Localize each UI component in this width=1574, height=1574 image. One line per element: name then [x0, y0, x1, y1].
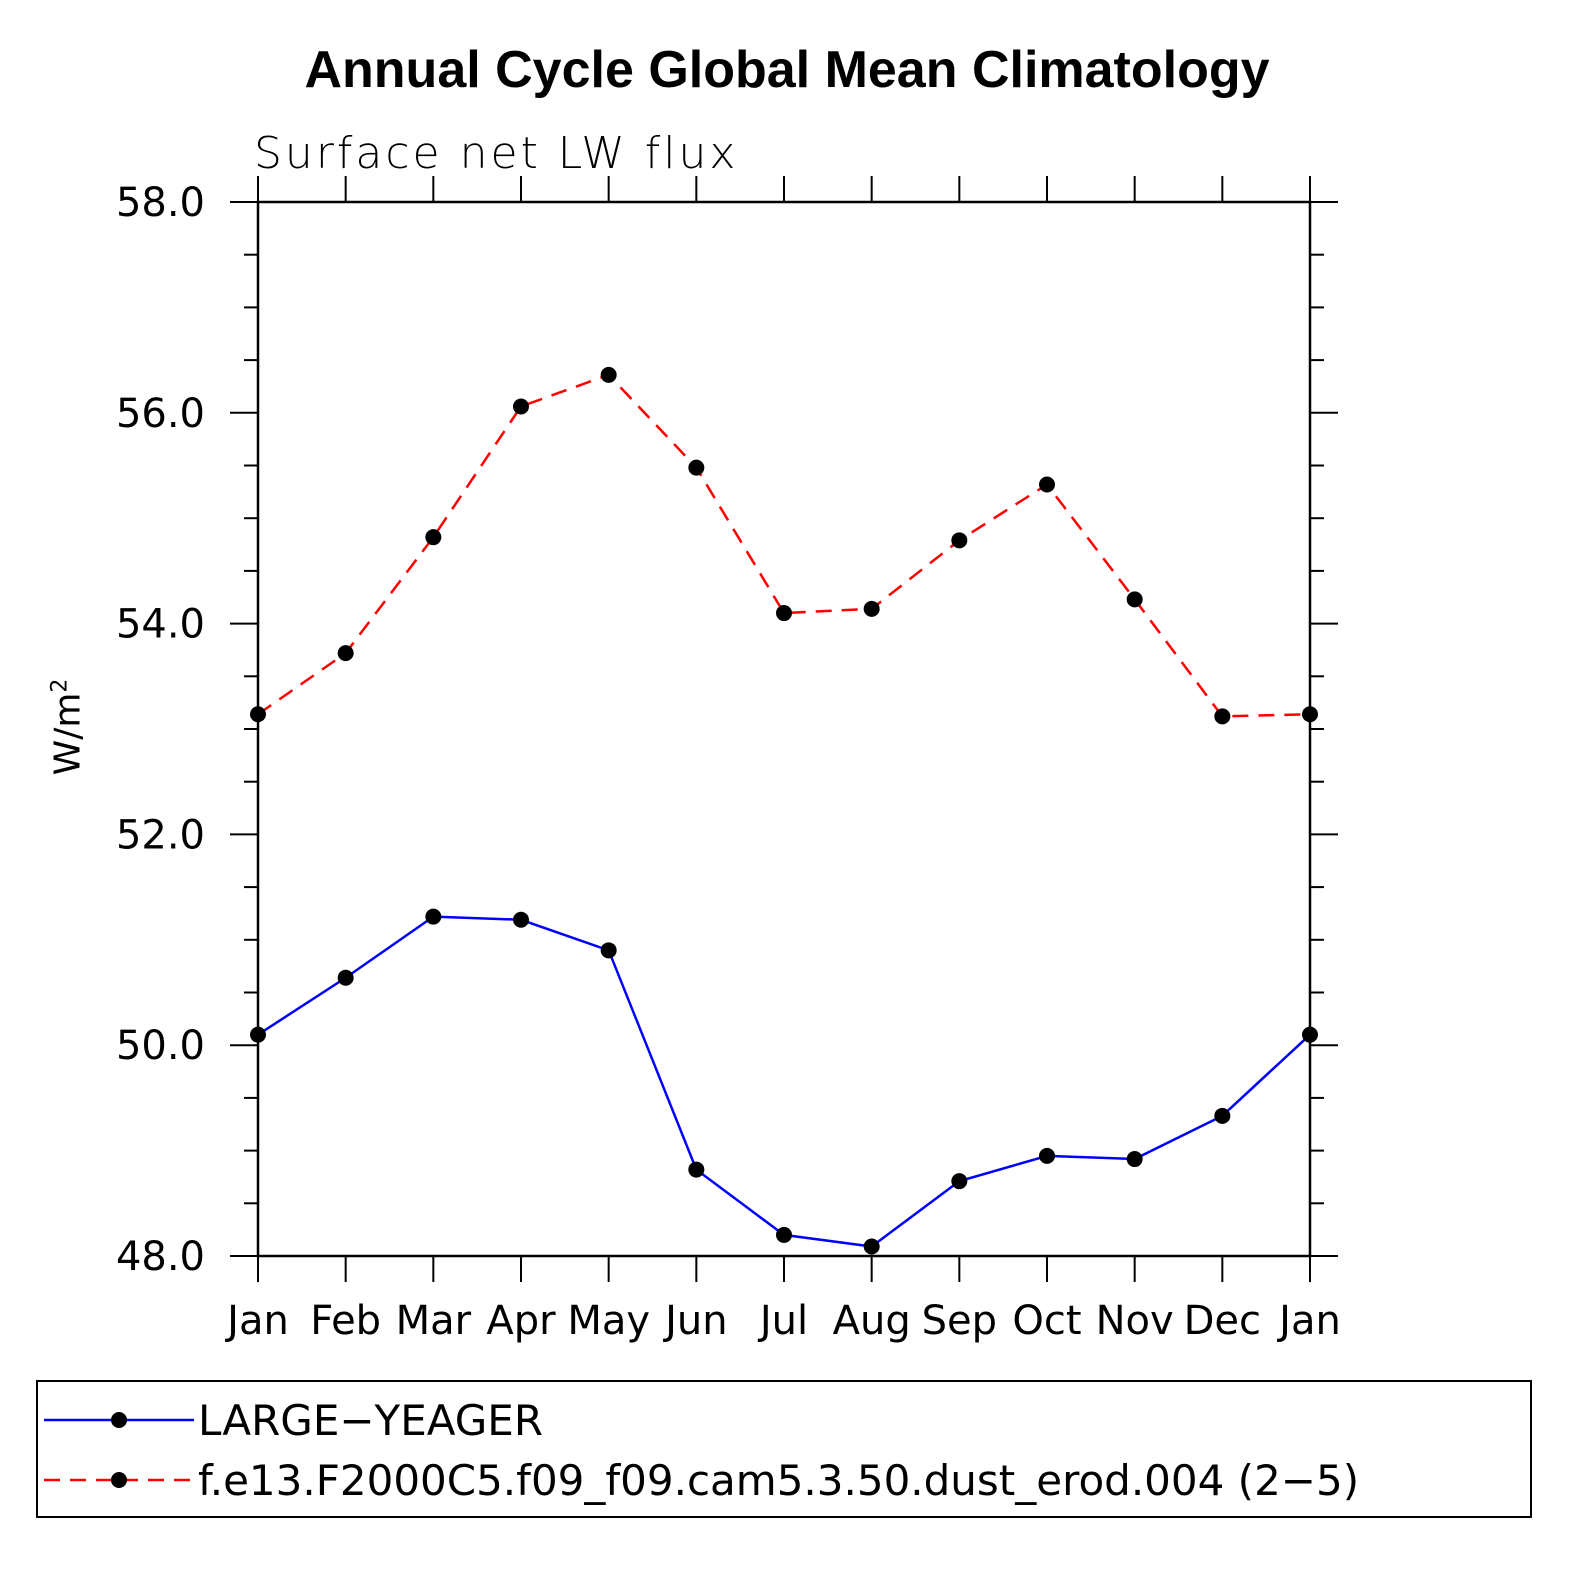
series-2-point: [688, 459, 705, 476]
series-2-point: [600, 366, 617, 383]
series-2-point: [1302, 706, 1318, 723]
chart-subtitle: Surface net LW flux: [254, 128, 739, 179]
series-2-point: [250, 706, 266, 723]
y-tick-label: 58.0: [116, 180, 205, 226]
x-tick-label: Nov: [1096, 1298, 1174, 1344]
series-1-point: [1302, 1026, 1318, 1043]
x-tick-label: Sep: [922, 1298, 997, 1344]
x-tick-label: Mar: [396, 1298, 472, 1344]
series-1-point: [688, 1161, 705, 1178]
series-1-point: [1039, 1147, 1055, 1164]
series-1-point: [776, 1226, 792, 1243]
x-tick-label: Jan: [1276, 1298, 1341, 1344]
series-1-point: [1126, 1151, 1143, 1168]
legend-label-2: f.e13.F2000C5.f09_f09.cam5.3.50.dust_ero…: [198, 1455, 1360, 1505]
series-line-1: [257, 915, 1311, 1248]
series-2-point: [1039, 476, 1055, 493]
series-1-point: [425, 908, 442, 925]
series-2-point: [776, 605, 792, 622]
y-tick-label: 52.0: [116, 812, 205, 858]
legend-entry-2: f.e13.F2000C5.f09_f09.cam5.3.50.dust_ero…: [38, 1450, 1359, 1510]
series-1-point: [951, 1173, 968, 1190]
x-tick-label: Oct: [1012, 1298, 1081, 1344]
y-tick-label: 54.0: [116, 602, 205, 648]
series-1-point: [250, 1026, 266, 1043]
legend: LARGE−YEAGER f.e13.F2000C5.f09_f09.cam5.…: [36, 1380, 1532, 1518]
legend-label-1: LARGE−YEAGER: [198, 1395, 544, 1445]
x-tick-label: Aug: [833, 1298, 911, 1344]
x-tick-label: Apr: [486, 1298, 556, 1344]
plot-frame: [256, 200, 1312, 1258]
legend-entry-1: LARGE−YEAGER: [38, 1390, 543, 1450]
series-2-point: [337, 645, 354, 662]
x-tick-label: Dec: [1184, 1298, 1261, 1344]
series-line-2: [257, 373, 1311, 718]
series-2-point: [425, 529, 442, 546]
series-2-point: [863, 600, 880, 617]
series-1-point: [337, 969, 354, 986]
x-tick-label: Feb: [310, 1298, 381, 1344]
x-tick-label: Jul: [757, 1298, 808, 1344]
series-2-point: [1214, 708, 1231, 725]
y-tick-label: 56.0: [116, 391, 205, 437]
series-2-point: [513, 398, 529, 415]
y-tick-label: 50.0: [116, 1023, 205, 1069]
y-tick-label: 48.0: [116, 1234, 205, 1280]
chart-title: Annual Cycle Global Mean Climatology: [304, 41, 1270, 99]
legend-swatch-2: [44, 1472, 194, 1488]
series-1-point: [863, 1238, 880, 1255]
series-1-point: [600, 942, 617, 959]
series-2-point: [951, 532, 968, 549]
legend-swatch-1: [44, 1412, 194, 1428]
series-2-point: [1126, 591, 1143, 608]
x-tick-label: Jun: [662, 1298, 728, 1344]
series-1-point: [513, 911, 529, 928]
x-tick-label: Jan: [224, 1298, 289, 1344]
x-tick-label: May: [567, 1298, 650, 1344]
series-1-point: [1214, 1107, 1231, 1124]
